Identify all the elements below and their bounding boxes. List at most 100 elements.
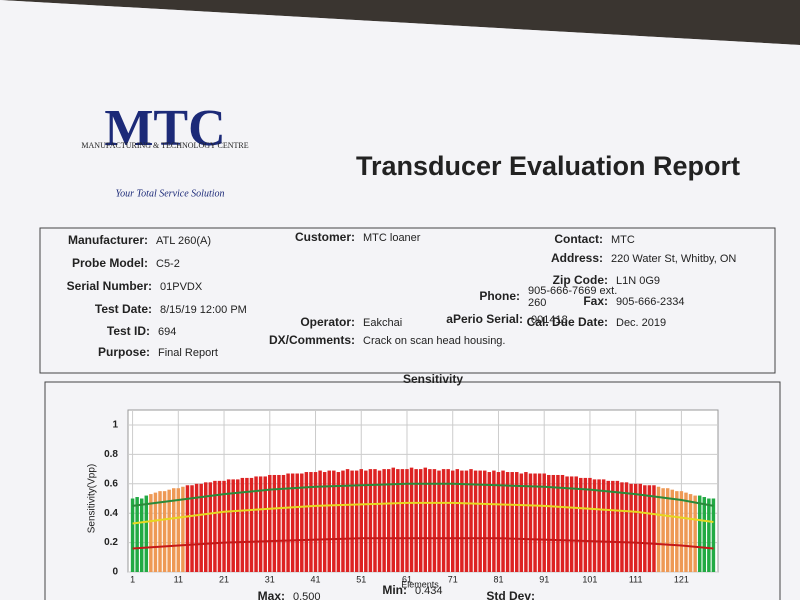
y-tick-label: 0.2 (104, 537, 118, 548)
bar (483, 470, 487, 572)
field-value: Final Report (158, 347, 218, 359)
bar (400, 469, 405, 572)
bar (327, 470, 331, 572)
stat-label: Max: (258, 589, 285, 600)
x-tick-label: 91 (539, 574, 549, 584)
y-axis-label: Sensitivity(Vpp) (87, 464, 98, 533)
bar (569, 476, 574, 572)
bar (446, 469, 450, 572)
bar (382, 469, 386, 572)
bar (588, 477, 592, 572)
field-value: 220 Water St, Whitby, ON (611, 253, 736, 265)
bar (364, 470, 368, 572)
logo: MTC (104, 100, 225, 157)
stat-label: Min: (382, 583, 407, 597)
field-value: L1N 0G9 (616, 275, 660, 287)
bar (217, 480, 222, 572)
field-label: Operator: (300, 315, 355, 329)
bar (286, 473, 290, 572)
bar (661, 488, 665, 572)
x-tick-label: 101 (582, 574, 597, 584)
bar (258, 476, 263, 572)
bar (373, 469, 377, 572)
bar (501, 470, 505, 572)
bar (222, 480, 226, 572)
field-value: 694 (158, 326, 176, 338)
field-label: Zip Code: (553, 273, 608, 287)
field-label: Test ID: (107, 324, 150, 338)
field-value: Dec. 2019 (616, 317, 666, 329)
field-label: Probe Model: (72, 256, 148, 270)
bar (204, 482, 208, 572)
bar (565, 476, 569, 572)
bar (249, 477, 254, 572)
field-value: Eakchai (363, 317, 402, 329)
bar (414, 469, 418, 572)
bar (611, 480, 615, 572)
bar (226, 479, 231, 572)
bar (405, 469, 409, 572)
bar (684, 492, 688, 572)
bar (368, 469, 373, 572)
bar (624, 482, 629, 572)
x-tick-label: 111 (629, 574, 643, 584)
chart: Sensitivity Elements Sensitivity(Vpp) 0 0.2 0… (87, 372, 719, 589)
bar (354, 470, 359, 572)
info-box (39, 227, 776, 374)
bar (560, 474, 565, 572)
bar (606, 480, 610, 572)
bar (643, 485, 647, 572)
field-value: 8/15/19 12:00 PM (160, 304, 247, 316)
field-label: Purpose: (98, 345, 150, 359)
bar (428, 469, 432, 572)
bar (171, 488, 176, 572)
y-tick-label: 0.8 (104, 449, 118, 460)
reference-line (132, 482, 714, 507)
bar (702, 497, 707, 572)
chart-box (44, 381, 781, 600)
info: Manufacturer: ATL 260(A) Probe Model: C5-2 S… (67, 230, 737, 359)
x-tick-label: 121 (674, 574, 689, 584)
bar (583, 477, 588, 572)
y-tick-label: 0.4 (104, 508, 118, 519)
bar (693, 495, 697, 572)
bar (332, 470, 336, 572)
bar (409, 467, 414, 572)
bar (350, 470, 354, 572)
field-label: Test Date: (95, 302, 152, 316)
field-value: 905-666-7669 ext. 260 (528, 285, 617, 309)
bar (309, 472, 313, 572)
bar (396, 469, 400, 572)
x-tick-label: 1 (130, 574, 135, 584)
bar (638, 483, 642, 572)
bar (670, 489, 675, 572)
bar (574, 476, 578, 572)
field-label: DX/Comments: (269, 333, 355, 347)
bar (533, 473, 537, 572)
field-label: aPerio Serial: (446, 312, 523, 326)
bar (153, 492, 158, 572)
bar (656, 486, 661, 572)
field-label: Contact: (554, 232, 603, 246)
bar (473, 470, 478, 572)
tagline: Your Total Service Solution (116, 188, 225, 199)
bar (556, 474, 560, 572)
bar (592, 479, 597, 572)
bar (542, 473, 546, 572)
stat-label: Std Dev: (486, 589, 535, 600)
bar (688, 494, 693, 572)
report-title: Transducer Evaluation Report (356, 151, 740, 181)
bar (300, 473, 304, 572)
field-value: Crack on scan head housing. (363, 335, 505, 347)
bar (707, 498, 711, 572)
bar (386, 469, 391, 572)
bar (469, 469, 473, 572)
plot-area (127, 409, 719, 573)
bar (281, 474, 286, 572)
field-value-line: 260 (528, 297, 546, 309)
bar (162, 491, 167, 572)
bar (144, 495, 149, 572)
bar (652, 485, 656, 572)
y-tick-label: 0 (112, 567, 118, 578)
y-tick-label: 1 (112, 420, 118, 431)
